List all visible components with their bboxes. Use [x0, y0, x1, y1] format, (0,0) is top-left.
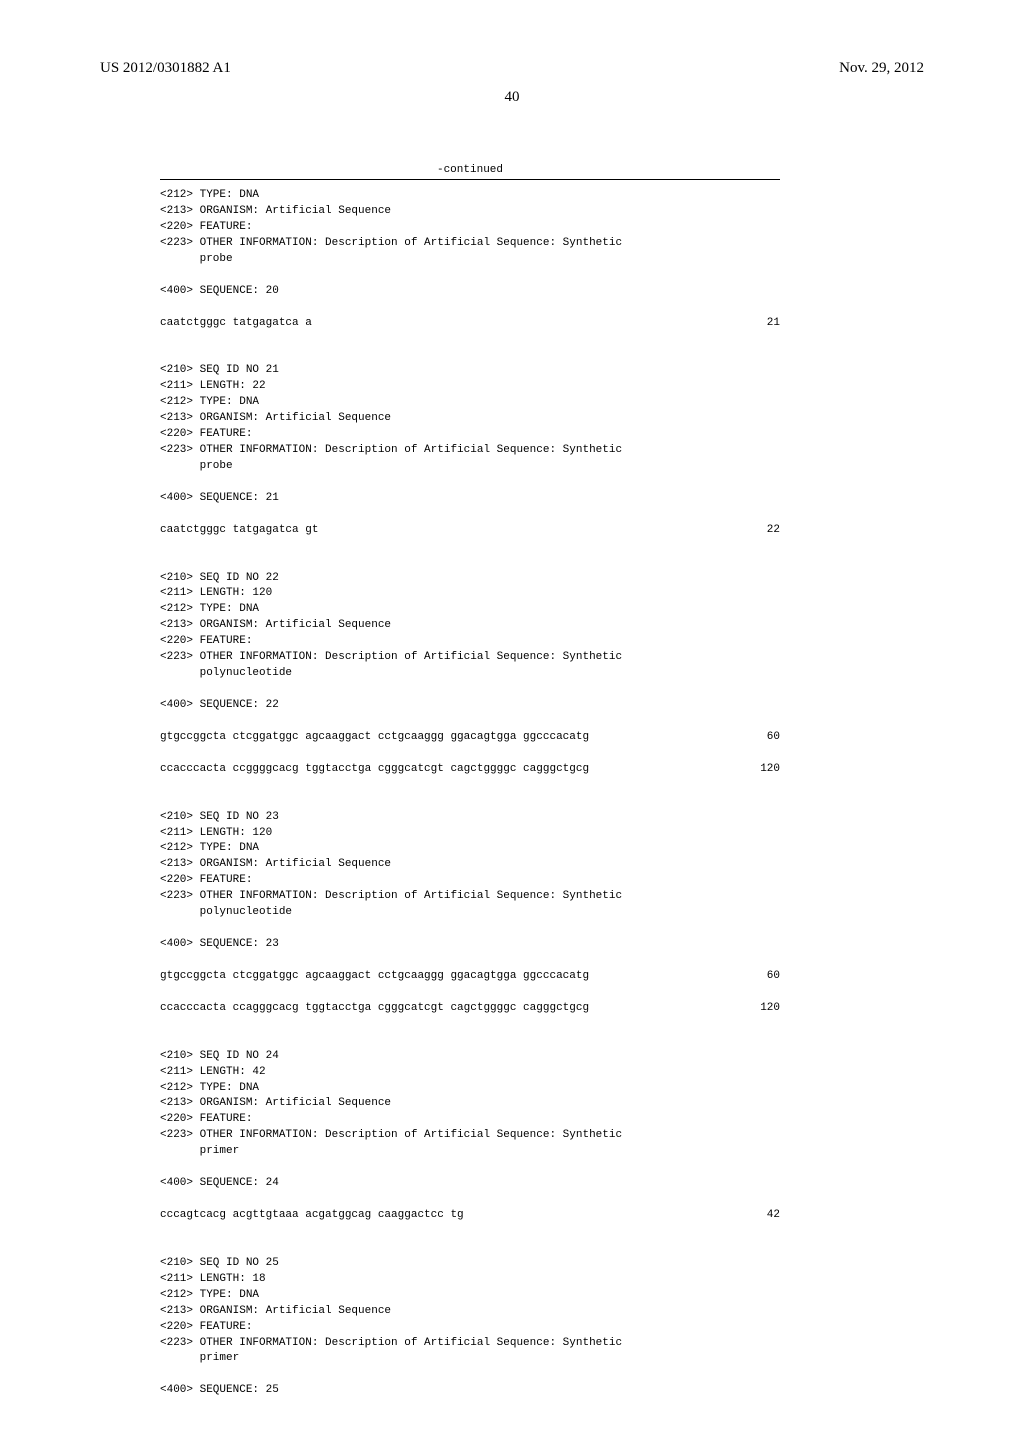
meta-line: primer: [160, 1144, 924, 1160]
meta-line: <212> TYPE: DNA: [160, 188, 924, 204]
meta-line: <220> FEATURE:: [160, 427, 924, 443]
sequence-row: ccacccacta ccggggcacg tggtacctga cgggcat…: [160, 762, 780, 778]
sequence-position: 60: [740, 969, 780, 985]
meta-line: probe: [160, 252, 924, 268]
meta-line: [160, 268, 924, 284]
sequence-row: cccagtcacg acgttgtaaa acgatggcag caaggac…: [160, 1208, 780, 1224]
blank-line: [160, 1224, 924, 1240]
sequence-row: caatctgggc tatgagatca gt22: [160, 523, 780, 539]
blank-line: [160, 953, 924, 969]
meta-line: [160, 475, 924, 491]
sequence-text: cccagtcacg acgttgtaaa acgatggcag caaggac…: [160, 1208, 740, 1224]
meta-line: <220> FEATURE:: [160, 873, 924, 889]
meta-line: polynucleotide: [160, 666, 924, 682]
meta-line: <211> LENGTH: 22: [160, 379, 924, 395]
sequence-text: caatctgggc tatgagatca gt: [160, 523, 740, 539]
meta-line: <400> SEQUENCE: 24: [160, 1176, 924, 1192]
divider: [160, 179, 780, 180]
blank-line: [160, 778, 924, 794]
sequence-text: gtgccggcta ctcggatggc agcaaggact cctgcaa…: [160, 730, 740, 746]
meta-line: <223> OTHER INFORMATION: Description of …: [160, 236, 924, 252]
meta-line: <400> SEQUENCE: 20: [160, 284, 924, 300]
sequence-text: gtgccggcta ctcggatggc agcaaggact cctgcaa…: [160, 969, 740, 985]
sequence-row: gtgccggcta ctcggatggc agcaaggact cctgcaa…: [160, 969, 780, 985]
blank-line: [160, 746, 924, 762]
meta-line: <400> SEQUENCE: 21: [160, 491, 924, 507]
meta-line: <223> OTHER INFORMATION: Description of …: [160, 650, 924, 666]
meta-line: <212> TYPE: DNA: [160, 1081, 924, 1097]
blank-line: [160, 555, 924, 571]
publication-number: US 2012/0301882 A1: [100, 60, 231, 77]
meta-line: <220> FEATURE:: [160, 1320, 924, 1336]
blank-line: [160, 1240, 924, 1256]
meta-line: <400> SEQUENCE: 22: [160, 698, 924, 714]
meta-line: <211> LENGTH: 42: [160, 1065, 924, 1081]
meta-line: <210> SEQ ID NO 25: [160, 1256, 924, 1272]
meta-line: <223> OTHER INFORMATION: Description of …: [160, 889, 924, 905]
sequence-row: caatctgggc tatgagatca a21: [160, 316, 780, 332]
meta-line: <211> LENGTH: 18: [160, 1272, 924, 1288]
meta-line: <212> TYPE: DNA: [160, 1288, 924, 1304]
meta-line: probe: [160, 459, 924, 475]
meta-line: <220> FEATURE:: [160, 1112, 924, 1128]
blank-line: [160, 1033, 924, 1049]
sequence-position: 21: [740, 316, 780, 332]
meta-line: <211> LENGTH: 120: [160, 826, 924, 842]
sequence-row: gtgccggcta ctcggatggc agcaaggact cctgcaa…: [160, 730, 780, 746]
meta-line: [160, 921, 924, 937]
blank-line: [160, 539, 924, 555]
meta-line: <220> FEATURE:: [160, 220, 924, 236]
meta-line: <400> SEQUENCE: 23: [160, 937, 924, 953]
meta-line: <223> OTHER INFORMATION: Description of …: [160, 1128, 924, 1144]
meta-line: <212> TYPE: DNA: [160, 602, 924, 618]
sequence-position: 120: [740, 1001, 780, 1017]
sequence-position: 120: [740, 762, 780, 778]
sequence-position: 42: [740, 1208, 780, 1224]
meta-line: primer: [160, 1351, 924, 1367]
page-number: 40: [100, 89, 924, 106]
meta-line: <212> TYPE: DNA: [160, 395, 924, 411]
blank-line: [160, 714, 924, 730]
meta-line: [160, 1160, 924, 1176]
meta-line: <213> ORGANISM: Artificial Sequence: [160, 857, 924, 873]
meta-line: <213> ORGANISM: Artificial Sequence: [160, 618, 924, 634]
blank-line: [160, 1192, 924, 1208]
meta-line: <212> TYPE: DNA: [160, 841, 924, 857]
meta-line: <213> ORGANISM: Artificial Sequence: [160, 1304, 924, 1320]
sequence-position: 22: [740, 523, 780, 539]
blank-line: [160, 507, 924, 523]
meta-line: <220> FEATURE:: [160, 634, 924, 650]
blank-line: [160, 1017, 924, 1033]
sequence-text: ccacccacta ccagggcacg tggtacctga cgggcat…: [160, 1001, 740, 1017]
meta-line: polynucleotide: [160, 905, 924, 921]
meta-line: <223> OTHER INFORMATION: Description of …: [160, 443, 924, 459]
sequence-position: 60: [740, 730, 780, 746]
blank-line: [160, 985, 924, 1001]
meta-line: <210> SEQ ID NO 24: [160, 1049, 924, 1065]
meta-line: [160, 682, 924, 698]
meta-line: <210> SEQ ID NO 23: [160, 810, 924, 826]
blank-line: [160, 300, 924, 316]
sequence-text: ccacccacta ccggggcacg tggtacctga cgggcat…: [160, 762, 740, 778]
publication-date: Nov. 29, 2012: [839, 60, 924, 77]
blank-line: [160, 794, 924, 810]
sequence-text: caatctgggc tatgagatca a: [160, 316, 740, 332]
sequence-listing: <212> TYPE: DNA<213> ORGANISM: Artificia…: [160, 188, 924, 1399]
meta-line: <213> ORGANISM: Artificial Sequence: [160, 411, 924, 427]
blank-line: [160, 331, 924, 347]
meta-line: <210> SEQ ID NO 21: [160, 363, 924, 379]
continued-label: -continued: [160, 164, 780, 176]
meta-line: <210> SEQ ID NO 22: [160, 571, 924, 587]
meta-line: [160, 1367, 924, 1383]
meta-line: <213> ORGANISM: Artificial Sequence: [160, 204, 924, 220]
meta-line: <211> LENGTH: 120: [160, 586, 924, 602]
blank-line: [160, 347, 924, 363]
meta-line: <400> SEQUENCE: 25: [160, 1383, 924, 1399]
sequence-row: ccacccacta ccagggcacg tggtacctga cgggcat…: [160, 1001, 780, 1017]
meta-line: <223> OTHER INFORMATION: Description of …: [160, 1336, 924, 1352]
meta-line: <213> ORGANISM: Artificial Sequence: [160, 1096, 924, 1112]
